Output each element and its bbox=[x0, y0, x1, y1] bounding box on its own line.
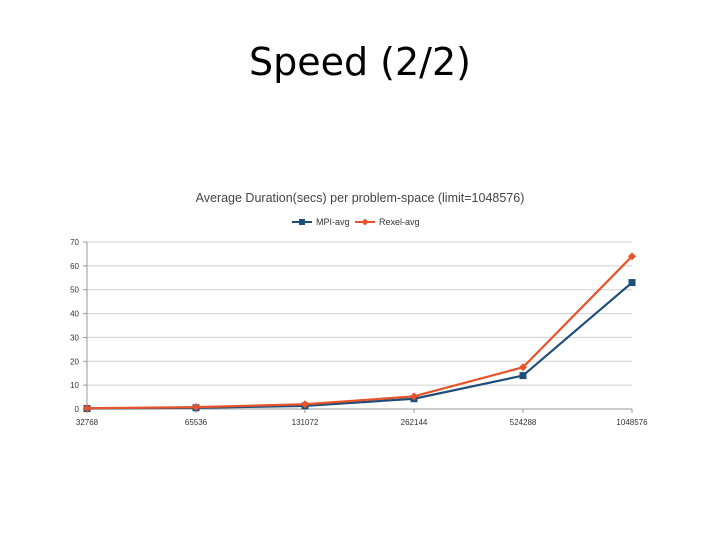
data-point-rexel-avg bbox=[83, 404, 91, 413]
y-tick-label: 0 bbox=[75, 405, 80, 414]
chart-title: Average Duration(secs) per problem-space… bbox=[196, 191, 525, 205]
legend-marker bbox=[299, 219, 305, 225]
data-point-rexel-avg bbox=[519, 363, 527, 372]
data-point-rexel-avg bbox=[301, 400, 309, 409]
y-tick-label: 70 bbox=[70, 238, 79, 247]
x-tick-label: 32768 bbox=[76, 418, 99, 427]
y-tick-label: 20 bbox=[70, 357, 79, 366]
x-tick-label: 131072 bbox=[292, 418, 319, 427]
legend-label: MPI-avg bbox=[316, 217, 350, 227]
chart-legend: MPI-avg Rexel-avg bbox=[292, 217, 420, 227]
slide-title: Speed (2/2) bbox=[248, 40, 471, 84]
x-tick-label: 524288 bbox=[510, 418, 537, 427]
data-point-mpi-avg bbox=[519, 372, 527, 380]
y-tick-label: 30 bbox=[70, 333, 79, 342]
y-tick-label: 50 bbox=[70, 286, 79, 295]
series-line-mpi-avg bbox=[86, 281, 633, 410]
data-point-rexel-avg bbox=[410, 392, 418, 401]
y-tick-label: 40 bbox=[70, 310, 79, 319]
x-tick-label: 262144 bbox=[401, 418, 428, 427]
y-tick-label: 10 bbox=[70, 381, 79, 390]
data-point-mpi-avg bbox=[628, 279, 636, 287]
x-tick-label: 1048576 bbox=[616, 418, 648, 427]
series-line-rexel-avg bbox=[86, 255, 633, 410]
x-tick-label: 65536 bbox=[185, 418, 208, 427]
data-point-rexel-avg bbox=[192, 403, 200, 412]
y-tick-label: 60 bbox=[70, 262, 79, 271]
y-axis: 0 10 20 30 40 50 60 70 bbox=[70, 238, 88, 414]
chart-series bbox=[83, 252, 636, 413]
legend-marker bbox=[361, 218, 369, 226]
x-axis: 32768 65536 131072 262144 524288 1048576 bbox=[76, 408, 648, 427]
chart-gridlines bbox=[87, 241, 632, 410]
legend-label: Rexel-avg bbox=[379, 217, 420, 227]
data-point-rexel-avg bbox=[628, 252, 636, 261]
